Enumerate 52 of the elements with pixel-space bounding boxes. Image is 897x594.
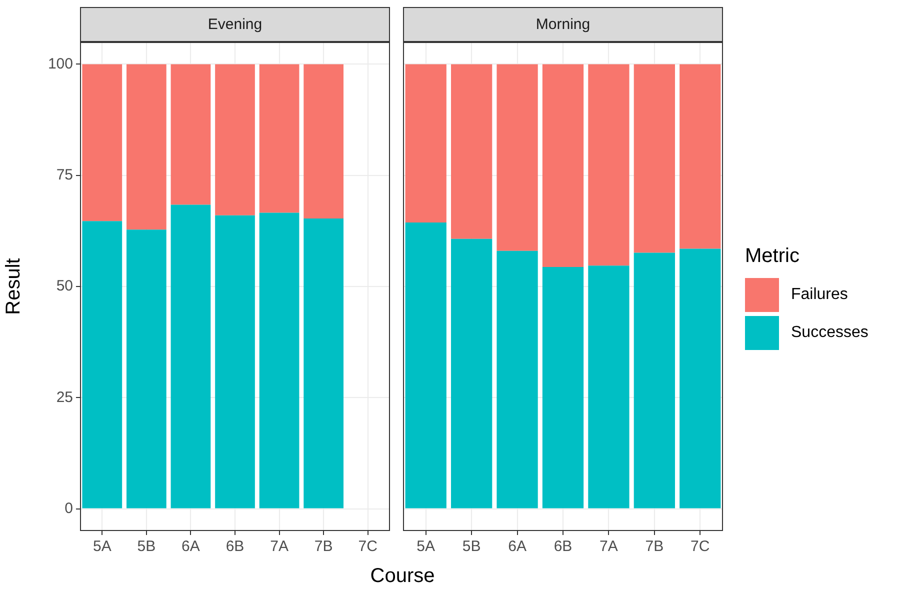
bar [496,64,538,251]
bar [126,230,166,508]
x-tick-label: 5B [137,538,156,556]
x-tick-label: 5A [92,538,112,556]
x-tick-label: 6B [554,538,572,556]
bar [259,64,300,213]
bar [634,252,675,508]
x-tick-label: 5A [416,538,436,556]
bar [496,250,538,508]
bar [215,64,255,216]
bar [170,64,211,205]
legend-label: Successes [791,324,868,342]
bar [82,64,122,222]
bar [542,64,584,267]
x-tick-label: 7A [600,538,618,556]
chart-title: Morning [403,7,723,42]
legend-title: Metric [745,245,800,268]
x-axis-title: Course [369,565,436,588]
x-tick-label: 7C [690,538,710,556]
bar [588,64,630,266]
bar [259,212,300,508]
x-tick-label: 7C [358,538,378,556]
bar [405,64,446,222]
x-tick-label: 6A [508,538,526,556]
x-tick-label: 7B [314,538,333,556]
x-tick-label: 5B [462,538,481,556]
bar [126,64,166,230]
x-tick-label: 6B [226,538,244,556]
bar [304,218,344,508]
bar [680,248,721,508]
bar [82,221,122,508]
y-tick-label: 25 [56,388,73,406]
bar [405,222,446,508]
x-tick-label: 6A [182,538,200,556]
y-axis-title: Result [2,258,25,315]
bar [588,266,630,508]
y-tick-label: 75 [56,166,73,184]
y-tick-label: 50 [56,278,73,295]
legend-label: Failures [791,286,848,304]
bar [304,64,344,218]
bar [451,238,492,508]
bar [170,204,211,508]
y-tick-label: 100 [48,55,73,72]
x-tick-label: 7A [270,538,288,556]
bar [542,266,584,508]
bar [451,64,492,239]
bar [215,215,255,508]
chart-title: Evening [80,7,390,42]
x-tick-label: 7B [645,538,664,556]
y-tick-label: 0 [64,500,73,517]
bar [634,64,675,253]
bar [680,64,721,249]
